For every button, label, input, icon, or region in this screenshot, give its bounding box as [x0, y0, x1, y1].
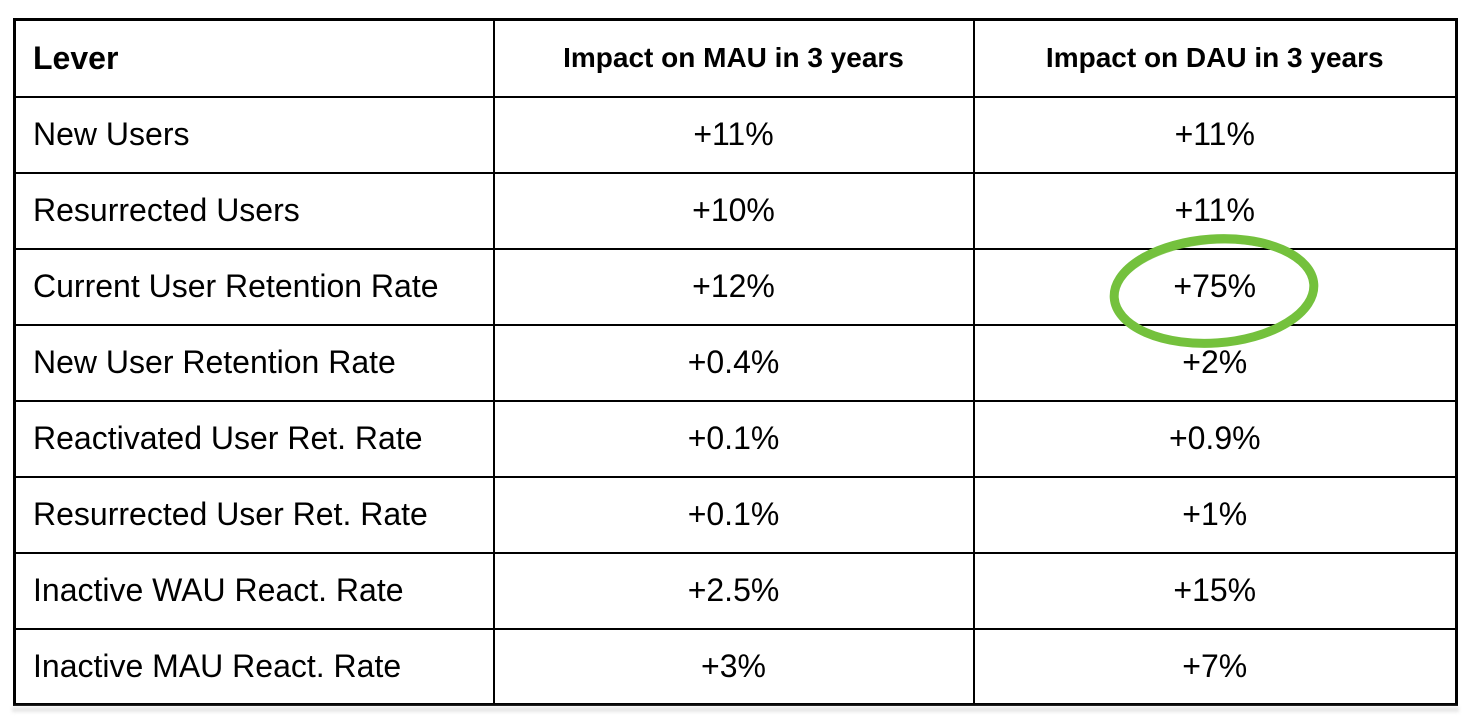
- dau-value-cell: +2%: [972, 323, 1458, 402]
- column-header-dau-impact: Impact on DAU in 3 years: [972, 18, 1458, 98]
- lever-cell: New User Retention Rate: [13, 323, 495, 402]
- lever-cell: Inactive MAU React. Rate: [13, 627, 495, 706]
- column-header-mau-impact: Impact on MAU in 3 years: [492, 18, 975, 98]
- dau-value-cell: +11%: [972, 95, 1458, 174]
- table-row-inactive-wau-react: Inactive WAU React. Rate +2.5% +15%: [13, 551, 1458, 630]
- dau-value-cell: +15%: [972, 551, 1458, 630]
- table-row-inactive-mau-react: Inactive MAU React. Rate +3% +7%: [13, 627, 1458, 706]
- dau-value-cell-highlighted: +75%: [972, 247, 1458, 326]
- table-row-new-user-retention: New User Retention Rate +0.4% +2%: [13, 323, 1458, 402]
- table-row-reactivated-user-ret: Reactivated User Ret. Rate +0.1% +0.9%: [13, 399, 1458, 478]
- lever-cell: Resurrected User Ret. Rate: [13, 475, 495, 554]
- mau-value-cell: +0.1%: [492, 399, 975, 478]
- impact-table: Lever Impact on MAU in 3 years Impact on…: [13, 18, 1458, 706]
- table-bottom-shadow: [12, 707, 1459, 712]
- mau-value-cell: +11%: [492, 95, 975, 174]
- lever-cell: Inactive WAU React. Rate: [13, 551, 495, 630]
- table-row-resurrected-user-ret: Resurrected User Ret. Rate +0.1% +1%: [13, 475, 1458, 554]
- dau-value-cell: +7%: [972, 627, 1458, 706]
- mau-value-cell: +12%: [492, 247, 975, 326]
- table-row-resurrected-users: Resurrected Users +10% +11%: [13, 171, 1458, 250]
- table-row-current-user-retention: Current User Retention Rate +12% +75%: [13, 247, 1458, 326]
- table-header-row: Lever Impact on MAU in 3 years Impact on…: [13, 18, 1458, 98]
- mau-value-cell: +10%: [492, 171, 975, 250]
- lever-cell: Current User Retention Rate: [13, 247, 495, 326]
- lever-cell: Reactivated User Ret. Rate: [13, 399, 495, 478]
- mau-value-cell: +2.5%: [492, 551, 975, 630]
- column-header-lever: Lever: [13, 18, 495, 98]
- lever-cell: New Users: [13, 95, 495, 174]
- dau-value-cell: +1%: [972, 475, 1458, 554]
- dau-value-cell: +0.9%: [972, 399, 1458, 478]
- lever-cell: Resurrected Users: [13, 171, 495, 250]
- table-row-new-users: New Users +11% +11%: [13, 95, 1458, 174]
- mau-value-cell: +0.1%: [492, 475, 975, 554]
- dau-value-cell: +11%: [972, 171, 1458, 250]
- mau-value-cell: +3%: [492, 627, 975, 706]
- mau-value-cell: +0.4%: [492, 323, 975, 402]
